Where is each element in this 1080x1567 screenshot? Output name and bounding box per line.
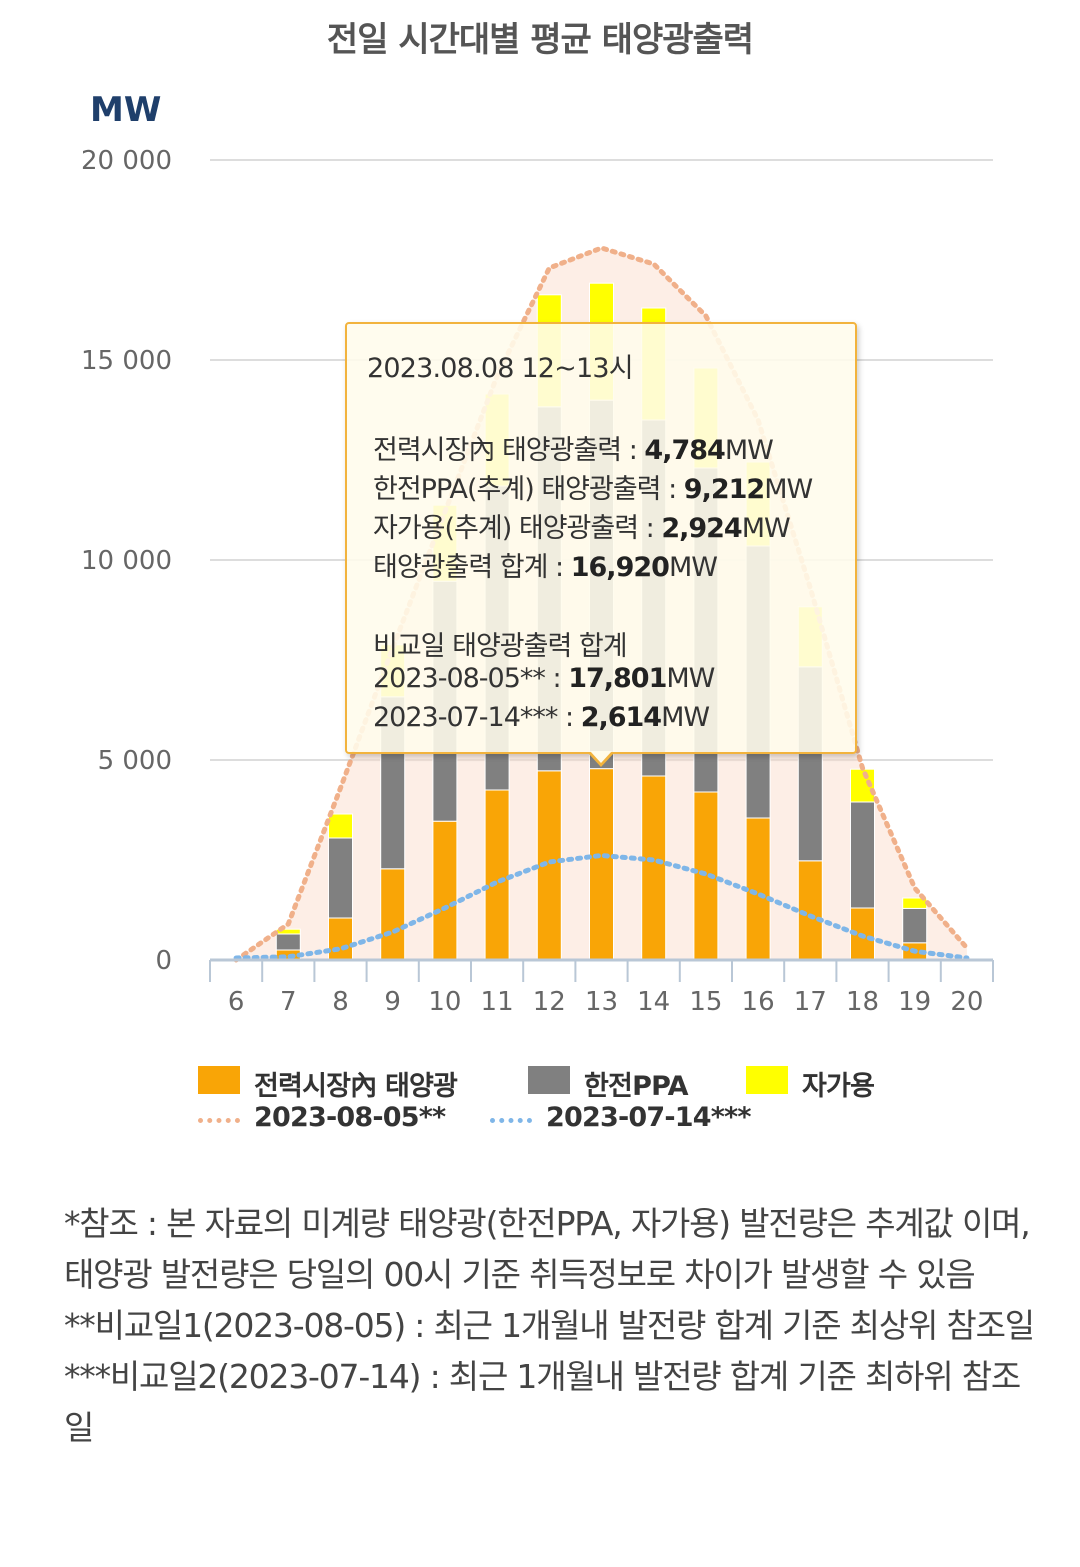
legend-label-compare1: 2023-08-05** <box>254 1102 446 1133</box>
tooltip-self-line: 자가용(추계) 태양광출력 : 2,924MW <box>373 513 791 544</box>
footnote-reference: *참조 : 본 자료의 미계량 태양광(한전PPA, 자가용) 발전량은 추계값… <box>64 1204 1031 1294</box>
footnote-compare1: **비교일1(2023-08-05) : 최근 1개월내 발전량 합계 기준 최… <box>64 1306 1035 1345</box>
x-tick-label: 6 <box>228 987 245 1017</box>
bar-market <box>328 917 353 961</box>
x-tick-label: 9 <box>384 987 401 1017</box>
legend-label-self: 자가용 <box>802 1071 875 1102</box>
legend-line-compare1 <box>198 1118 240 1123</box>
footnote-compare2: ***비교일2(2023-07-14) : 최근 1개월내 발전량 합계 기준 … <box>64 1357 1021 1447</box>
x-tick-label: 15 <box>689 987 722 1017</box>
bar-ppa <box>902 907 928 944</box>
y-tick-label: 15 000 <box>81 346 172 376</box>
tooltip-market-line: 전력시장內 태양광출력 : 4,784MW <box>373 435 774 466</box>
tooltip-ppa-line: 한전PPA(추계) 태양광출력 : 9,212MW <box>373 474 813 505</box>
chart-title: 전일 시간대별 평균 태양광출력 <box>326 20 754 60</box>
tooltip-pointer-fill <box>590 751 612 763</box>
x-tick-label: 13 <box>585 987 618 1017</box>
bar-market <box>641 775 667 961</box>
y-tick-label: 5 000 <box>98 746 172 776</box>
x-tick-label: 16 <box>742 987 775 1017</box>
hover-tooltip: 2023.08.08 12~13시 전력시장內 태양광출력 : 4,784MW … <box>345 322 857 767</box>
x-tick-label: 17 <box>794 987 827 1017</box>
x-tick-label: 14 <box>637 987 670 1017</box>
legend-label-compare2: 2023-07-14*** <box>546 1102 751 1133</box>
y-axis-unit-label: MW <box>90 90 162 130</box>
y-tick-label: 20 000 <box>81 146 172 176</box>
x-tick-label: 10 <box>428 987 461 1017</box>
x-tick-label: 7 <box>280 987 297 1017</box>
y-tick-label: 10 000 <box>81 546 172 576</box>
legend-label-ppa: 한전PPA <box>584 1071 688 1102</box>
legend-label-market: 전력시장內 태양광 <box>254 1071 458 1102</box>
x-tick-label: 11 <box>481 987 514 1017</box>
bar-market <box>589 768 614 961</box>
bar-market <box>432 820 458 961</box>
tooltip-compare-title: 비교일 태양광출력 합계 <box>373 631 628 662</box>
legend-line-compare2 <box>490 1118 532 1123</box>
tooltip-total-line: 태양광출력 합계 : 16,920MW <box>373 552 718 583</box>
y-tick-label: 0 <box>155 946 172 976</box>
x-tick-label: 18 <box>846 987 879 1017</box>
x-tick-label: 20 <box>950 987 983 1017</box>
x-tick-label: 8 <box>332 987 349 1017</box>
tooltip-compare1-line: 2023-08-05** : 17,801MW <box>373 663 715 694</box>
bar-market <box>484 789 510 961</box>
bar-ppa <box>850 801 875 909</box>
legend-swatch-ppa <box>528 1066 570 1094</box>
legend-swatch-market <box>198 1066 240 1094</box>
legend-swatch-self <box>746 1066 788 1094</box>
x-tick-label: 19 <box>898 987 931 1017</box>
bar-ppa <box>275 933 301 951</box>
tooltip-header: 2023.08.08 12~13시 <box>367 353 634 384</box>
footnotes: *참조 : 본 자료의 미계량 태양광(한전PPA, 자가용) 발전량은 추계값… <box>64 1198 1035 1453</box>
bar-market <box>380 868 406 961</box>
bar-self <box>328 813 353 839</box>
bar-market <box>745 817 771 961</box>
compare2-line <box>233 852 970 961</box>
tooltip-compare2-line: 2023-07-14*** : 2,614MW <box>373 702 710 733</box>
bar-ppa <box>328 837 353 919</box>
x-tick-label: 12 <box>533 987 566 1017</box>
